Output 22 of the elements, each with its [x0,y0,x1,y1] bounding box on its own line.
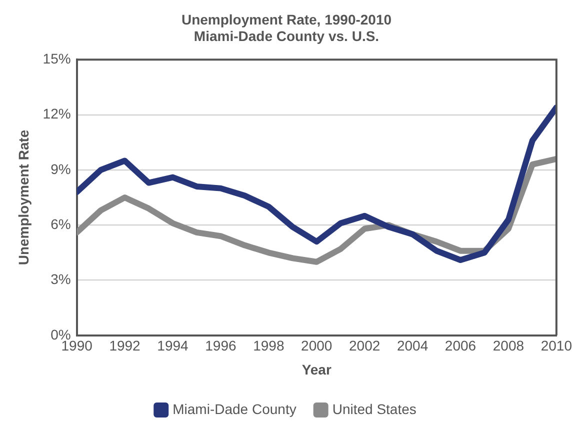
y-tick-label: 12% [42,106,71,122]
x-axis-title: Year [302,361,332,378]
x-tick-label: 2004 [396,338,428,354]
y-tick-label: 9% [50,160,71,177]
x-tick-label: 2000 [301,338,332,354]
y-tick-label: 6% [50,216,71,232]
chart-title: Unemployment Rate, 1990-2010 [181,11,392,28]
y-axis-title: Unemployment Rate [15,130,32,266]
y-tick-label: 15% [42,50,71,66]
x-tick-label: 1996 [205,338,236,354]
x-tick-label: 2010 [540,338,572,354]
chart-subtitle: Miami-Dade County vs. U.S. [194,28,380,44]
legend-label: Miami-Dade County [172,400,296,417]
x-tick-label: 1998 [253,338,284,354]
y-tick-label: 3% [50,271,71,288]
x-tick-label: 2008 [492,338,524,354]
x-tick-label: 1992 [109,338,141,354]
x-tick-label: 2002 [349,338,380,354]
y-tick-label: 0% [50,326,71,342]
x-tick-label: 2006 [444,338,476,354]
x-tick-label: 1994 [157,338,189,354]
legend-label: United States [332,400,416,417]
